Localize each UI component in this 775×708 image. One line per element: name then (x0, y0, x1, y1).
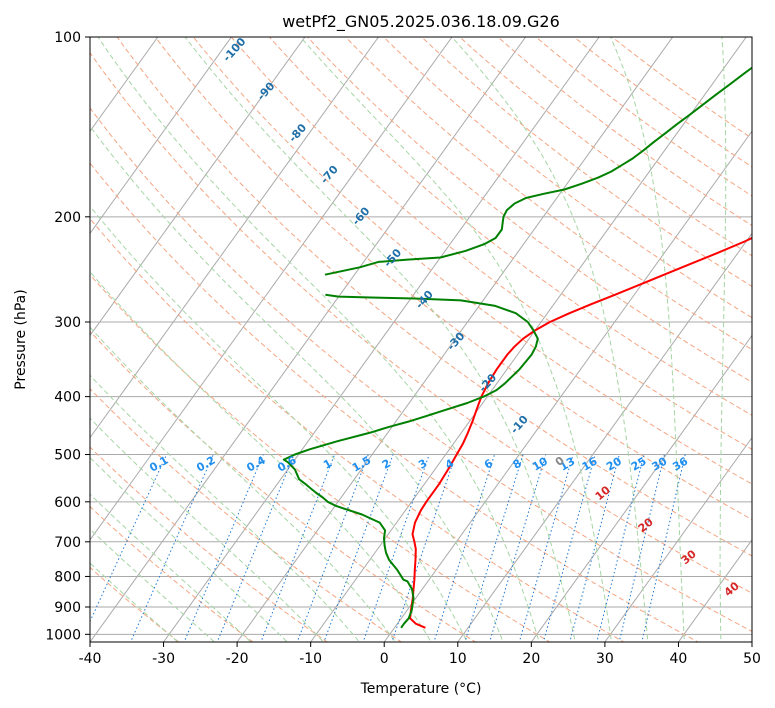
isotherm-line (90, 37, 453, 541)
isotherm-line (383, 130, 752, 642)
mixing-ratio-line (542, 454, 596, 642)
y-tick-label: 700 (54, 535, 81, 551)
plot-frame (89, 36, 753, 643)
mixing-ratio-line (130, 454, 214, 642)
mixing-ratio-line (569, 454, 620, 642)
isotherm-line (90, 37, 527, 642)
background-lines (90, 37, 752, 642)
x-tick-label: -40 (79, 651, 102, 667)
y-tick-label: 800 (54, 569, 81, 585)
mixing-ratio-line (518, 454, 574, 642)
y-tick-label: 500 (54, 448, 81, 464)
x-tick-label: -30 (152, 651, 175, 667)
moist-adiabat-line (90, 562, 179, 642)
x-tick-label: -20 (226, 651, 249, 667)
y-tick-label: 300 (54, 315, 81, 331)
dry-adiabat-line (192, 37, 752, 485)
moist-adiabat-line (90, 205, 468, 642)
mixing-ratio-line (391, 454, 457, 642)
mixing-ratio-line (641, 454, 686, 642)
isotherm-line (163, 37, 600, 642)
moist-adiabat-line (90, 271, 432, 642)
y-tick-label: 400 (54, 390, 81, 406)
mixing-ratio-line (618, 454, 665, 642)
y-tick-label: 100 (54, 30, 81, 46)
y-tick-label: 900 (54, 600, 81, 616)
x-tick-label: -10 (299, 651, 322, 667)
dry-adiabat-line (344, 37, 752, 351)
moist-adiabat-line (719, 37, 727, 642)
y-tick-label: 600 (54, 495, 81, 511)
isotherm-line (457, 232, 752, 642)
dry-adiabat-line (90, 388, 403, 642)
mixing-ratio-line (489, 454, 547, 642)
dry-adiabat-line (90, 566, 180, 642)
moist-adiabat-line (451, 37, 649, 642)
x-tick-label: 0 (380, 651, 389, 667)
axis-ticks: -40 -30 -20 -10 0 10 20 30 40 50 1000 900 800 700 600 5… (45, 30, 761, 667)
isotherm-line (604, 436, 752, 642)
chart-title: wetPf2_GN05.2025.036.18.09.G26 (282, 12, 560, 32)
mixing-ratio-line (183, 454, 264, 642)
mixing-ratio-line (596, 454, 645, 642)
mixing-ratio-line (433, 454, 496, 642)
dry-adiabat-line (230, 37, 752, 450)
mixing-ratio-line (90, 454, 168, 623)
moist-adiabat-line (90, 417, 325, 642)
isotherm-line (530, 334, 752, 642)
x-tick-label: 30 (596, 651, 614, 667)
x-tick-label: 50 (743, 651, 761, 667)
mixing-ratio-line (464, 454, 524, 642)
mixing-ratio-line (216, 454, 295, 642)
x-axis-label: Temperature (°C) (360, 681, 482, 697)
dry-adiabat-line (90, 107, 752, 632)
x-tick-label: 10 (449, 651, 467, 667)
dry-adiabat-line (90, 446, 328, 642)
moist-adiabat-line (300, 37, 613, 642)
moist-adiabat-line (90, 326, 396, 642)
moist-adiabat-line (90, 125, 504, 642)
dry-adiabat-line (116, 37, 752, 557)
isotherm-line (90, 37, 379, 439)
profile-line-2 (282, 293, 539, 629)
dry-adiabat-line (382, 37, 752, 319)
moist-adiabat-line (184, 37, 576, 642)
moist-adiabat-line (97, 37, 540, 642)
y-tick-label: 1000 (45, 627, 81, 643)
isotherm-line (236, 37, 674, 642)
x-tick-label: 20 (522, 651, 540, 667)
moist-adiabat-line (90, 374, 361, 642)
moist-adiabat-line (90, 456, 288, 642)
y-axis-label: Pressure (hPa) (13, 289, 29, 389)
dry-adiabat-line (306, 37, 752, 383)
dry-adiabat-line (90, 51, 752, 594)
dry-adiabat-line (90, 162, 700, 642)
mixing-ratio-line (260, 454, 336, 642)
dry-adiabat-line (90, 273, 551, 642)
dry-adiabat-line (90, 217, 625, 642)
dry-adiabat-line (154, 37, 752, 521)
isotherm-line (678, 538, 752, 642)
x-tick-label: 40 (670, 651, 688, 667)
moist-adiabat-line (609, 37, 685, 642)
y-tick-label: 200 (54, 210, 81, 226)
dry-adiabat-line (90, 330, 477, 642)
moist-adiabat-line (90, 528, 216, 642)
isotherm-line (90, 37, 306, 337)
profile-lines (282, 66, 752, 629)
isotherm-line (90, 37, 232, 235)
profile-line-3 (324, 66, 752, 276)
profile-line-1 (409, 236, 752, 629)
